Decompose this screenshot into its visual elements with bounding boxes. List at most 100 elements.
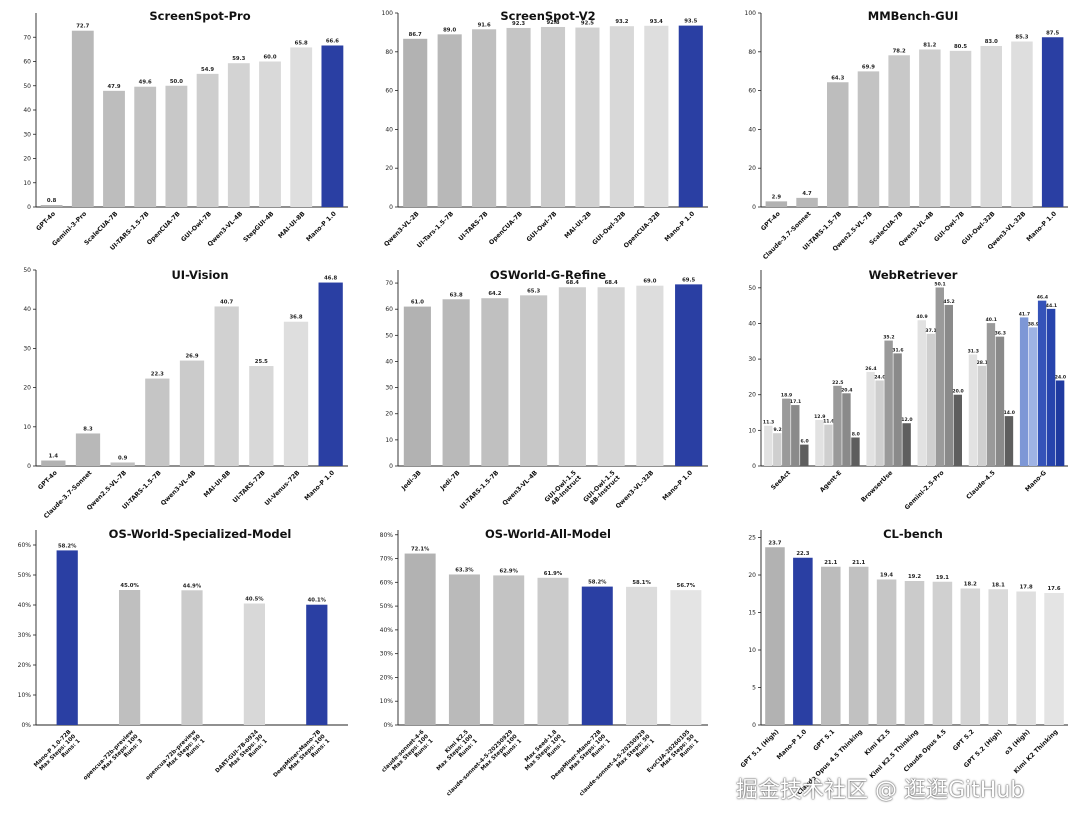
data-label: 40.7 — [220, 299, 233, 305]
data-label: 18.9 — [781, 393, 792, 399]
data-label: 69.0 — [643, 279, 656, 285]
y-tick-label: 10 — [385, 437, 393, 444]
y-tick-label: 10 — [23, 424, 31, 431]
x-tick-label: MAI-UI-8B — [203, 469, 233, 499]
y-tick-label: 30 — [385, 385, 393, 392]
x-tick-label: o3 (High) — [1004, 728, 1032, 756]
bar — [988, 589, 1008, 725]
bar — [1055, 380, 1065, 466]
y-tick-label: 50% — [380, 603, 394, 610]
chart-panel-8: OS-World-All-Model 0% 10% 20% 30% 40% 50% 60% 70… — [380, 527, 708, 797]
bar — [403, 306, 431, 466]
data-label: 58.2% — [58, 543, 77, 549]
x-tick-label: BrowserUse — [860, 469, 894, 503]
bar — [290, 47, 313, 208]
data-label: 35.2 — [883, 335, 894, 341]
data-label: 0.9 — [118, 455, 128, 461]
bar — [791, 405, 800, 466]
bar — [876, 579, 897, 725]
data-label: 59.3 — [232, 56, 245, 62]
y-tick-label: 60 — [23, 59, 31, 66]
x-tick-label: StepGUI-4B — [242, 210, 275, 243]
data-label: 45.2 — [943, 299, 954, 305]
bar — [1011, 41, 1033, 207]
data-label: 66.6 — [326, 38, 339, 44]
bar — [884, 340, 893, 466]
data-label: 60.0 — [263, 55, 276, 61]
bar — [875, 380, 884, 466]
bar — [243, 603, 266, 725]
bar — [145, 378, 170, 466]
data-label: 22.5 — [832, 380, 843, 386]
bar — [448, 574, 480, 725]
x-tick-label: opencua-72b-previewMax Steps: 50Runs: 1 — [145, 729, 207, 791]
y-tick-label: 70 — [23, 34, 31, 41]
x-tick-label: UI-TARS-1.5-7B — [121, 469, 163, 511]
data-label: 24.0 — [874, 374, 885, 380]
data-label: 45.0% — [120, 583, 139, 589]
x-tick-label: Agent-E — [819, 469, 843, 493]
bar — [403, 38, 428, 207]
data-label: 69.9 — [862, 64, 875, 70]
data-label: 92.3 — [512, 21, 525, 27]
x-tick-label: Qwen3-VL-32B — [615, 469, 656, 510]
y-tick-label: 50 — [748, 285, 756, 292]
y-tick-label: 40 — [748, 126, 756, 133]
bar — [980, 45, 1002, 208]
y-tick-label: 70 — [385, 280, 393, 287]
data-label: 31.3 — [968, 348, 979, 354]
bar — [181, 590, 203, 725]
x-tick-label: UI-TARS-72B — [232, 469, 267, 504]
y-tick-label: 60 — [748, 88, 756, 95]
chart-title: UI-Vision — [171, 268, 228, 282]
x-tick-label: UI-TARS-7B — [457, 210, 489, 242]
data-label: 0.8 — [47, 198, 57, 204]
y-tick-label: 30 — [23, 345, 31, 352]
y-tick-label: 40 — [385, 126, 393, 133]
bar — [765, 201, 788, 207]
bar — [960, 588, 981, 725]
y-tick-label: 10 — [23, 180, 31, 187]
chart-panel-2: ScreenSpot-V2 0 20 40 60 80 100 86.7 Qwen3-VL-2B… — [382, 9, 708, 250]
chart-title: CL-bench — [883, 527, 943, 541]
y-tick-label: 10 — [748, 647, 756, 654]
data-label: 37.1 — [925, 328, 936, 334]
y-tick-label: 20 — [748, 572, 756, 579]
data-label: 85.3 — [1015, 35, 1028, 41]
x-tick-label: Mano-P 1.0 — [664, 210, 697, 243]
x-tick-label: GPT-4o — [37, 469, 59, 491]
y-tick-label: 20 — [23, 385, 31, 392]
x-tick-label: Jedi-3B — [400, 469, 423, 492]
data-label: 46.8 — [324, 276, 337, 282]
y-tick-label: 100 — [382, 10, 394, 17]
bar — [537, 577, 569, 725]
x-tick-label: Mano-G — [1024, 469, 1048, 493]
x-tick-label: UI-TARS-1.5-7B — [459, 469, 501, 511]
y-tick-label: 0 — [27, 204, 31, 211]
x-tick-label: Qwen3-VL-2B — [383, 210, 421, 248]
watermark-text: 掘金技术社区 @ 逛逛GitHub — [736, 778, 1025, 803]
bar — [437, 34, 462, 208]
data-label: 69.5 — [682, 277, 695, 283]
data-label: 91.6 — [478, 22, 491, 28]
chart-title: ScreenSpot-Pro — [149, 9, 250, 23]
bar — [581, 586, 613, 725]
x-tick-label: GUI-Owl-1.54B-Instruct — [543, 469, 582, 508]
data-label: 47.9 — [107, 84, 120, 90]
bar — [472, 29, 497, 207]
y-tick-label: 50% — [18, 572, 32, 579]
x-tick-label: Mano-P 1.0 — [776, 728, 809, 761]
y-tick-label: 40 — [23, 306, 31, 313]
data-label: 49.6 — [139, 80, 152, 86]
bar — [75, 433, 101, 466]
bar — [442, 299, 470, 466]
bar — [636, 285, 664, 466]
bar — [249, 366, 274, 466]
bar — [40, 205, 63, 207]
data-label: 65.8 — [295, 40, 308, 46]
bar — [71, 30, 94, 207]
data-label: 1.4 — [49, 454, 59, 460]
y-tick-label: 20 — [385, 165, 393, 172]
data-label: 9.2 — [774, 427, 782, 433]
chart-title: OS-World-Specialized-Model — [109, 527, 292, 541]
